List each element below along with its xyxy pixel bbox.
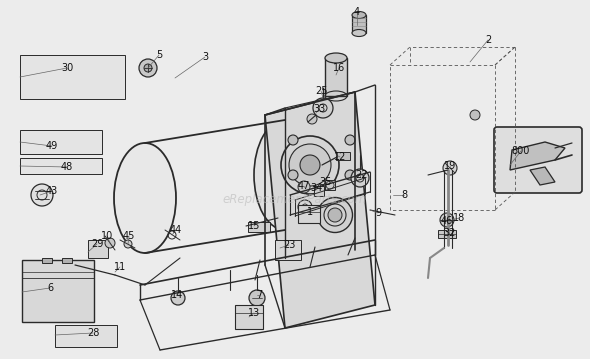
Bar	[352, 15, 366, 33]
Text: 16: 16	[333, 63, 345, 73]
Circle shape	[298, 181, 310, 193]
Text: 46: 46	[441, 216, 453, 226]
Bar	[336, 152, 350, 160]
Polygon shape	[265, 92, 375, 328]
Circle shape	[307, 114, 317, 124]
Text: 9: 9	[375, 208, 381, 218]
Text: 8: 8	[401, 190, 407, 200]
Bar	[235, 305, 263, 329]
Text: 43: 43	[46, 186, 58, 196]
Circle shape	[105, 238, 115, 248]
Circle shape	[328, 208, 342, 222]
Bar	[62, 258, 72, 263]
Text: 800: 800	[512, 146, 530, 156]
Text: 15: 15	[248, 221, 260, 231]
Text: 25: 25	[314, 86, 327, 96]
Circle shape	[351, 169, 369, 187]
Text: 13: 13	[248, 308, 260, 318]
Text: 2: 2	[485, 35, 491, 45]
Text: 47: 47	[298, 181, 310, 191]
Bar	[248, 222, 270, 232]
Circle shape	[470, 110, 480, 120]
Text: 18: 18	[453, 213, 465, 223]
Bar	[88, 240, 108, 258]
Text: 34: 34	[310, 183, 322, 193]
Text: 19: 19	[444, 161, 456, 171]
Bar	[275, 240, 301, 260]
Text: 11: 11	[114, 262, 126, 272]
Ellipse shape	[281, 136, 339, 194]
Text: 12: 12	[334, 152, 346, 162]
Text: 22: 22	[355, 170, 367, 180]
Circle shape	[300, 155, 320, 175]
Circle shape	[31, 184, 53, 206]
Circle shape	[124, 240, 132, 248]
Bar	[20, 55, 125, 99]
Text: 14: 14	[171, 290, 183, 300]
FancyBboxPatch shape	[494, 127, 582, 193]
Text: 3: 3	[202, 52, 208, 62]
Bar	[438, 230, 456, 238]
Ellipse shape	[254, 120, 316, 230]
Text: 4: 4	[354, 7, 360, 17]
Text: 45: 45	[123, 231, 135, 241]
Circle shape	[144, 64, 152, 72]
Bar	[20, 158, 102, 174]
Circle shape	[249, 290, 265, 306]
Text: 1: 1	[307, 207, 313, 217]
Text: 49: 49	[46, 141, 58, 151]
Circle shape	[440, 213, 454, 227]
Text: 6: 6	[47, 283, 53, 293]
Polygon shape	[510, 142, 565, 170]
Polygon shape	[530, 167, 555, 185]
Text: 35: 35	[320, 177, 332, 187]
Ellipse shape	[289, 144, 331, 186]
Text: 48: 48	[61, 162, 73, 172]
Text: eReplacementParts.com: eReplacementParts.com	[223, 194, 367, 206]
Circle shape	[345, 170, 355, 180]
Text: 33: 33	[313, 104, 325, 114]
Ellipse shape	[317, 197, 352, 233]
Ellipse shape	[114, 143, 176, 253]
Ellipse shape	[325, 53, 347, 63]
Text: 32: 32	[443, 228, 455, 238]
Bar	[42, 258, 52, 263]
Bar	[298, 205, 320, 223]
Ellipse shape	[352, 11, 366, 19]
Text: 30: 30	[61, 63, 73, 73]
Circle shape	[443, 161, 457, 175]
Circle shape	[288, 135, 298, 145]
Bar	[20, 130, 102, 154]
Circle shape	[288, 170, 298, 180]
Text: 5: 5	[156, 50, 162, 60]
Circle shape	[171, 291, 185, 305]
Text: 28: 28	[87, 328, 99, 338]
Bar	[55, 325, 117, 347]
Circle shape	[345, 135, 355, 145]
Text: 7: 7	[256, 290, 262, 300]
Text: 29: 29	[91, 239, 103, 249]
Text: 23: 23	[283, 240, 295, 250]
Ellipse shape	[352, 29, 366, 37]
Bar	[314, 186, 324, 196]
Text: 10: 10	[101, 231, 113, 241]
Circle shape	[139, 59, 157, 77]
Bar	[325, 180, 335, 190]
Text: 44: 44	[170, 225, 182, 235]
Bar	[325, 58, 347, 96]
Bar	[22, 260, 94, 322]
Circle shape	[313, 98, 333, 118]
